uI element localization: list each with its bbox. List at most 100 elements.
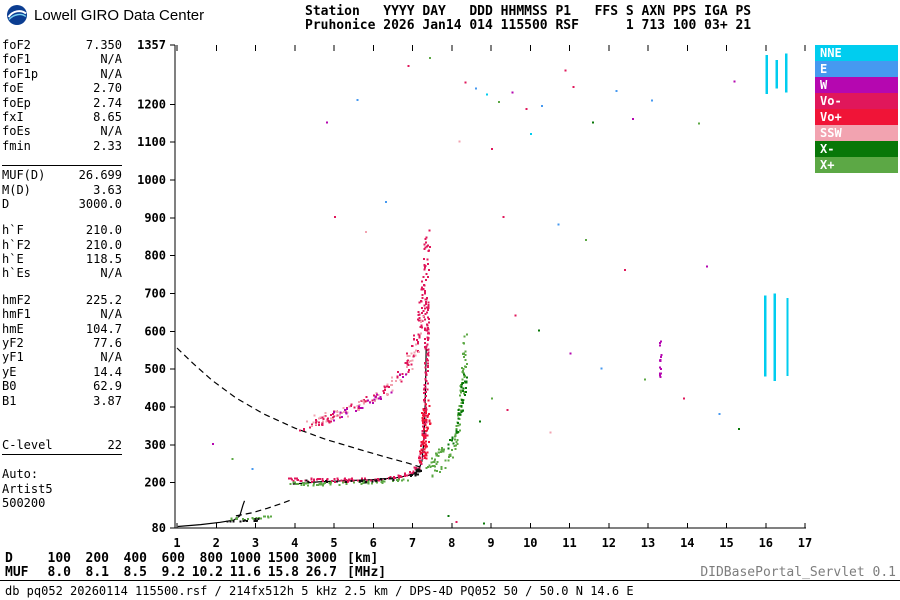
muf-row-value: 10.2 (191, 565, 223, 580)
param-value: 210.0 (85, 237, 122, 252)
trace-x-trace-dark-green (447, 373, 469, 450)
svg-text:12: 12 (602, 536, 616, 550)
interference-lines (764, 53, 789, 382)
param-value: 77.6 (93, 336, 122, 351)
range-row-value: 400 (123, 551, 147, 566)
param-group: h`F 210.0 h`F2 210.0 h`E 118.5 h`Es N/A (2, 223, 122, 281)
svg-text:1357: 1357 (137, 38, 166, 52)
servlet-version: DIDBasePortal_Servlet 0.1 (700, 565, 896, 580)
y-axis-labels: 1357 1200 1100 1000 900 800 700 600 500 400 300 200… (137, 38, 166, 535)
svg-text:16: 16 (759, 536, 773, 550)
param-row-auto: Auto: (2, 467, 122, 481)
param-label: hmE (2, 321, 24, 336)
param-label: foE (2, 81, 24, 96)
legend-item-nne: NNE (815, 45, 898, 61)
legend-item-ssw: SSW (815, 125, 898, 141)
range-row-value: 800 (199, 551, 223, 566)
svg-text:10: 10 (523, 536, 537, 550)
legend-item-vo: Vo+ (815, 109, 898, 125)
param-value: 210.0 (85, 223, 122, 238)
param-value: 62.9 (93, 379, 122, 394)
trace-second-hop-pink (306, 315, 425, 428)
param-value: N/A (100, 266, 122, 281)
param-label: h`F2 (2, 237, 31, 252)
param-value: N/A (100, 66, 122, 81)
param-row-artist5: Artist5 (2, 482, 122, 496)
svg-text:800: 800 (144, 249, 166, 263)
param-row-fof1p: foF1p N/A (2, 67, 122, 81)
svg-text:200: 200 (144, 476, 166, 490)
param-row-foe: foE 2.70 (2, 81, 122, 95)
param-label: fmin (2, 138, 31, 153)
param-row-clevel: C-level 22 (2, 438, 122, 452)
svg-text:700: 700 (144, 287, 166, 301)
param-row-hf2: h`F2 210.0 (2, 238, 122, 252)
param-label: yF2 (2, 336, 24, 351)
param-row-b0: B0 62.9 (2, 379, 122, 393)
legend-label: W (820, 78, 828, 92)
trace-foF2-asymptote-blob (418, 399, 432, 464)
legend-label: Vo- (820, 94, 842, 108)
svg-text:15: 15 (719, 536, 733, 550)
param-row-hme: hmE 104.7 (2, 322, 122, 336)
muf-row-value: 8.5 (123, 565, 147, 580)
svg-text:900: 900 (144, 211, 166, 225)
brand: Lowell GIRO Data Center (6, 4, 204, 26)
param-value: 2.74 (93, 95, 122, 110)
muf-row-value: 8.1 (85, 565, 109, 580)
param-label: Auto: (2, 467, 39, 482)
param-label: hmF2 (2, 292, 31, 307)
legend-label: E (820, 62, 828, 76)
param-row-b1: B1 3.87 (2, 394, 122, 408)
station-header-labels: Station YYYY DAY DDD HHMMSS P1 FFS S AXN… (305, 4, 752, 19)
svg-text:1100: 1100 (137, 135, 166, 149)
param-row-fmin: fmin 2.33 (2, 139, 122, 153)
param-group: C-level 22 (2, 438, 122, 456)
param-label: foEp (2, 95, 31, 110)
muf-row-label: MUF (5, 565, 29, 580)
legend-item-e: E (815, 61, 898, 77)
param-label: foEs (2, 124, 31, 139)
muf-row-value: 8.0 (47, 565, 71, 580)
param-row-500200: 500200 (2, 496, 122, 510)
noise-echoes (212, 57, 741, 525)
trace-f-trace-flat-o (288, 466, 421, 484)
svg-text:14: 14 (680, 536, 694, 550)
trace-second-hop (299, 229, 431, 432)
svg-text:9: 9 (487, 536, 494, 550)
trace-green-cluster-knee (425, 447, 445, 469)
svg-text:6: 6 (370, 536, 377, 550)
muf-row-unit: [MHz] (347, 565, 387, 580)
param-value: 2.70 (93, 81, 122, 96)
param-label: yF1 (2, 350, 24, 365)
svg-text:1200: 1200 (137, 97, 166, 111)
svg-text:8: 8 (448, 536, 455, 550)
status-line: db pq052 20260114 115500.rsf / 214fx512h… (5, 584, 634, 598)
param-value: 22 (107, 437, 122, 452)
legend-label: SSW (820, 126, 842, 140)
legend-item-x: X+ (815, 157, 898, 173)
param-label: foF2 (2, 38, 31, 52)
svg-text:13: 13 (641, 536, 655, 550)
lowell-giro-logo-icon (7, 5, 27, 25)
param-label: foF1 (2, 52, 31, 67)
param-row-hmf1: hmF1 N/A (2, 307, 122, 321)
trace-f-trace-flat-x (289, 478, 410, 487)
param-row-foep: foEp 2.74 (2, 96, 122, 110)
echo-type-legend: NNE E W Vo- Vo+ SSW X- X+ (815, 45, 898, 173)
param-label: D (2, 196, 10, 211)
muf-row: MUF 8.0 8.1 8.5 9.2 10.2 11.6 15.8 26.7 [MHz] (5, 566, 386, 580)
param-value: 14.4 (93, 364, 122, 379)
param-value: 3.87 (93, 393, 122, 408)
legend-item-vo: Vo- (815, 93, 898, 109)
param-row-ye: yE 14.4 (2, 365, 122, 379)
svg-text:600: 600 (144, 324, 166, 338)
param-row-d: D 3000.0 (2, 197, 122, 211)
svg-text:500: 500 (144, 362, 166, 376)
range-row-value: 100 (47, 551, 71, 566)
param-label: MUF(D) (2, 168, 46, 183)
param-label: h`F (2, 223, 24, 238)
param-label: 500200 (2, 496, 46, 511)
range-row-unit: [km] (347, 551, 379, 566)
param-row-fof1: foF1 N/A (2, 52, 122, 66)
